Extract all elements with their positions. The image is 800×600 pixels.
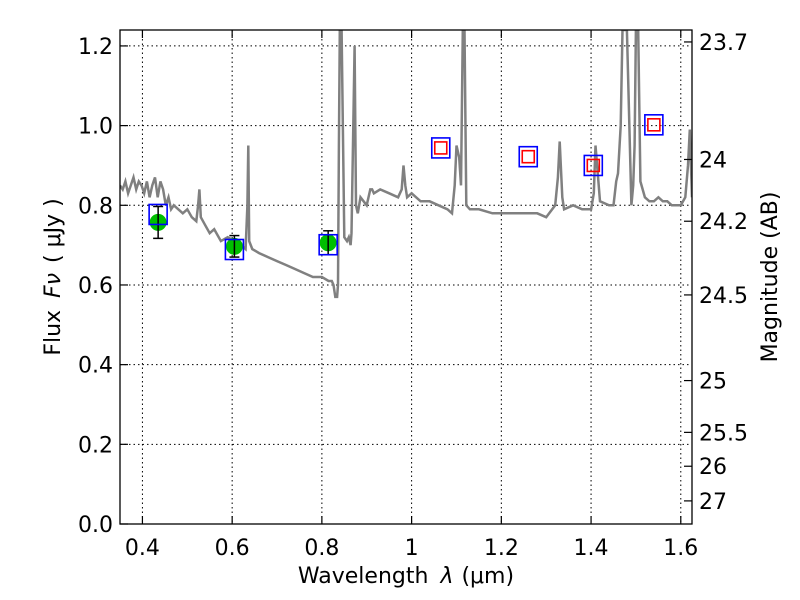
y2-tick-label: 26 bbox=[699, 455, 727, 480]
x-tick-label: 0.8 bbox=[304, 536, 339, 561]
model-photometry-marker bbox=[224, 238, 245, 261]
y-tick-label: 0.6 bbox=[78, 274, 113, 299]
predicted-flux-marker bbox=[433, 141, 448, 155]
x-axis-label-prefix: Wavelength bbox=[298, 564, 429, 589]
y2-tick-label: 23.7 bbox=[699, 31, 748, 56]
x-tick-label: 1.4 bbox=[574, 536, 609, 561]
y-tick-label: 1.0 bbox=[78, 115, 113, 140]
predicted-flux-marker bbox=[586, 158, 601, 173]
x-tick-label: 1.2 bbox=[484, 536, 519, 561]
x-axis-label: Wavelength λ (μm) bbox=[298, 564, 514, 589]
y-tick-label: 0.0 bbox=[78, 513, 113, 538]
x-axis-label-units: (μm) bbox=[461, 564, 514, 589]
x-axis-label-symbol: λ bbox=[439, 564, 453, 589]
model-photometry-marker bbox=[644, 114, 664, 136]
y2-tick-label: 24 bbox=[699, 148, 727, 173]
y-tick-label: 1.2 bbox=[78, 35, 113, 60]
y-axis-label-units: ( μJy ) bbox=[41, 198, 66, 263]
model-photometry-marker bbox=[583, 154, 604, 177]
plot-frame bbox=[119, 29, 693, 525]
y2-axis-label: Magnitude (AB) bbox=[758, 192, 783, 363]
model-photometry-points bbox=[148, 114, 664, 261]
predicted-flux-marker bbox=[521, 149, 536, 164]
y-tick-label: 0.8 bbox=[78, 194, 113, 219]
y2-tick-label: 25.5 bbox=[699, 421, 748, 446]
x-ticks: 0.4 0.6 0.8 1 1.2 1.4 1.6 bbox=[125, 30, 698, 561]
predicted-points bbox=[433, 118, 661, 173]
y-axis-label-prefix: Flux bbox=[41, 310, 66, 356]
model-photometry-marker bbox=[518, 145, 539, 168]
spectrum-line bbox=[120, 30, 692, 299]
y2-ticks: 23.7 24 24.2 24.5 25 25.5 26 27 bbox=[684, 31, 748, 515]
y-tick-label: 0.4 bbox=[78, 354, 113, 379]
y-axis-label-symbol: Fν bbox=[41, 273, 66, 298]
predicted-flux-marker bbox=[647, 118, 661, 132]
plot-background bbox=[120, 30, 692, 524]
model-photometry-marker bbox=[148, 203, 168, 226]
model-photometry-marker bbox=[430, 137, 451, 159]
y2-tick-label: 27 bbox=[699, 490, 727, 515]
x-tick-label: 1 bbox=[405, 536, 419, 561]
x-tick-label: 0.4 bbox=[125, 536, 160, 561]
y2-tick-label: 25 bbox=[699, 370, 727, 395]
model-photometry-marker bbox=[318, 233, 338, 256]
y-ticks: 0.0 0.2 0.4 0.6 0.8 1.0 1.2 bbox=[78, 35, 128, 538]
x-tick-label: 1.6 bbox=[663, 536, 698, 561]
y-axis-label: Flux Fν ( μJy ) bbox=[41, 198, 66, 355]
y-tick-label: 0.2 bbox=[78, 433, 113, 458]
x-tick-label: 0.6 bbox=[215, 536, 250, 561]
y2-tick-label: 24.2 bbox=[699, 210, 748, 235]
y2-tick-label: 24.5 bbox=[699, 284, 748, 309]
